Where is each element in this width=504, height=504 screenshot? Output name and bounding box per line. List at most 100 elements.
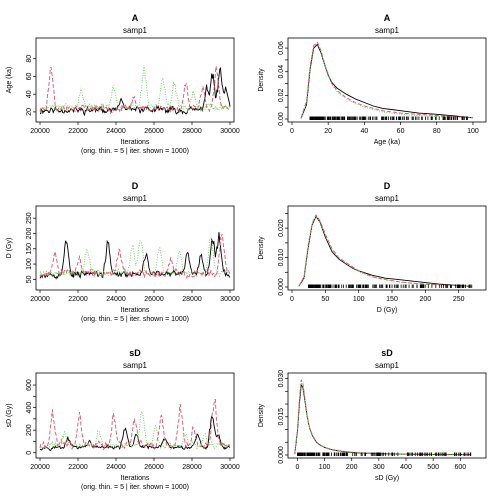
x-tick-label: 22000 (68, 296, 88, 303)
x-tick-label: 20000 (30, 296, 50, 303)
density-series-3 (294, 381, 472, 456)
y-tick-label: 400 (26, 402, 33, 414)
x-tick-label: 400 (400, 464, 412, 471)
x-tick-label: 26000 (144, 296, 164, 303)
x-tick-label: 300 (373, 464, 385, 471)
trace-series-1 (39, 232, 231, 280)
y-tick-label: 200 (26, 424, 33, 436)
y-tick-label: 0.015 (278, 408, 285, 426)
chart-title: A (384, 13, 391, 23)
chart-title: sD (129, 348, 141, 358)
density-series-2 (298, 214, 473, 287)
x-tick-label: 80 (433, 128, 441, 135)
density-series-3 (298, 215, 473, 287)
chart-panel-6: sD samp1 0 100 200 300 400 500 600 0.000 0.015 0.03… (258, 348, 487, 482)
density-series-2 (300, 41, 474, 119)
y-tick-label: 60 (26, 72, 33, 80)
plot-frame (35, 205, 235, 291)
chart-title: sD (381, 348, 393, 358)
x-tick-label: 200 (419, 296, 431, 303)
chart-title: D (132, 181, 139, 191)
y-tick-label: 80 (26, 55, 33, 63)
chart-subtitle: samp1 (123, 194, 148, 203)
trace-series-3 (39, 65, 231, 113)
y-tick-label: 0 (26, 451, 33, 455)
x-tick-label: 24000 (106, 296, 126, 303)
trace-series-2 (39, 233, 231, 280)
x-tick-label: 20000 (30, 464, 50, 471)
x-tick-label: 100 (353, 296, 365, 303)
y-tick-label: 40 (26, 90, 33, 98)
y-tick-label: 0.030 (278, 370, 285, 388)
x-axis-label: Iterations (121, 139, 150, 146)
x-tick-label: 60 (397, 128, 405, 135)
chart-title: A (132, 13, 139, 23)
plot-frame (35, 37, 235, 123)
x-tick-label: 20 (324, 128, 332, 135)
y-tick-label: 0.010 (278, 249, 285, 267)
x-tick-label: 28000 (182, 128, 202, 135)
x-tick-label: 0 (290, 296, 294, 303)
y-tick-label: 250 (26, 212, 33, 224)
plot-frame (35, 372, 235, 459)
density-series-1 (300, 44, 474, 119)
y-tick-label: 0.000 (278, 278, 285, 296)
chart-subtitle: samp1 (375, 361, 400, 370)
x-tick-label: 30000 (220, 464, 240, 471)
x-axis-sublabel: (orig. thin. = 5 | iter. shown = 1000) (81, 148, 189, 155)
density-series-2 (294, 379, 472, 455)
x-tick-label: 30000 (220, 296, 240, 303)
y-tick-label: 0.000 (278, 446, 285, 464)
trace-series-3 (39, 409, 231, 451)
x-tick-label: 26000 (144, 464, 164, 471)
x-tick-label: 22000 (68, 128, 88, 135)
x-tick-label: 26000 (144, 128, 164, 135)
y-tick-label: 100 (26, 258, 33, 270)
x-tick-label: 28000 (182, 296, 202, 303)
series-group (300, 41, 474, 119)
x-tick-label: 24000 (106, 464, 126, 471)
x-axis-label: Iterations (121, 307, 150, 314)
x-axis-label: Age (ka) (374, 139, 400, 146)
y-tick-label: 0.02 (278, 88, 285, 102)
rug-marks (297, 452, 472, 456)
y-axis-label: sD (Gy) (6, 403, 13, 427)
y-axis-label: Density (258, 68, 265, 92)
x-tick-label: 100 (467, 128, 479, 135)
y-tick-label: 0.04 (278, 65, 285, 79)
chart-title: D (384, 181, 391, 191)
series-group (39, 232, 231, 280)
y-axis-label: Age (ka) (6, 67, 13, 93)
x-axis-sublabel: (orig. thin. = 5 | iter. shown = 1000) (81, 316, 189, 323)
series-group (39, 65, 231, 117)
chart-subtitle: samp1 (375, 26, 400, 35)
plot-frame (287, 372, 487, 459)
trace-series-2 (39, 398, 231, 451)
chart-subtitle: samp1 (123, 26, 148, 35)
density-series-1 (298, 215, 473, 287)
y-tick-label: 20 (26, 108, 33, 116)
y-tick-label: 150 (26, 243, 33, 255)
y-tick-label: 200 (26, 228, 33, 240)
x-tick-label: 250 (453, 296, 465, 303)
series-group (298, 214, 473, 287)
y-axis-label: D (Gy) (6, 238, 13, 259)
x-tick-label: 28000 (182, 464, 202, 471)
y-tick-label: 0.06 (278, 41, 285, 55)
x-axis-label: D (Gy) (377, 307, 398, 314)
x-tick-label: 500 (427, 464, 439, 471)
y-tick-label: 600 (26, 379, 33, 391)
y-tick-label: 0.00 (278, 112, 285, 126)
density-series-1 (294, 384, 472, 456)
trace-series-2 (39, 66, 231, 114)
series-group (39, 398, 231, 452)
density-series-3 (300, 42, 474, 119)
x-tick-label: 40 (360, 128, 368, 135)
y-tick-label: 50 (26, 275, 33, 283)
chart-panel-5: sD samp1 20000 22000 24000 26000 28000 30000 0 20… (6, 348, 240, 491)
